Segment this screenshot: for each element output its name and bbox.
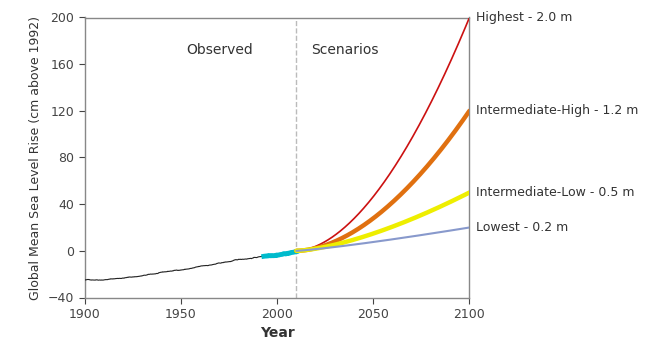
Y-axis label: Global Mean Sea Level Rise (cm above 1992): Global Mean Sea Level Rise (cm above 199…: [29, 15, 42, 300]
X-axis label: Year: Year: [259, 327, 295, 341]
Text: Intermediate-Low - 0.5 m: Intermediate-Low - 0.5 m: [477, 186, 635, 199]
Text: Highest - 2.0 m: Highest - 2.0 m: [477, 11, 572, 24]
Text: Scenarios: Scenarios: [310, 43, 378, 57]
Text: Observed: Observed: [186, 43, 253, 57]
Text: Lowest - 0.2 m: Lowest - 0.2 m: [477, 221, 569, 234]
Text: Intermediate-High - 1.2 m: Intermediate-High - 1.2 m: [477, 104, 639, 117]
